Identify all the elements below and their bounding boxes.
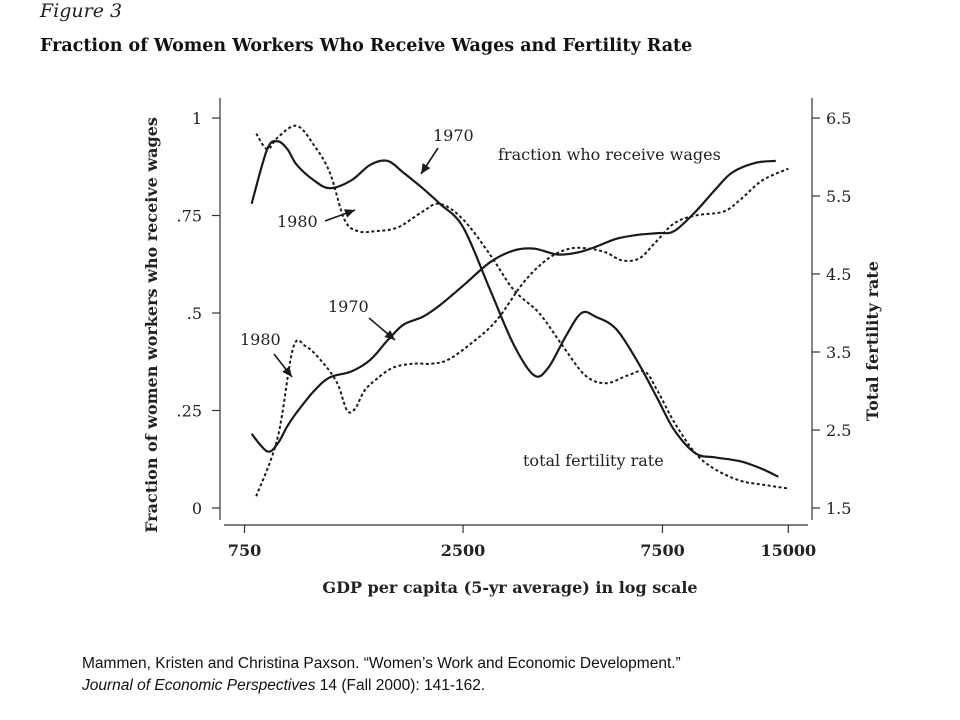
label-1970-upper: 1970: [433, 126, 474, 145]
figure-title: Fraction of Women Workers Who Receive Wa…: [40, 36, 693, 56]
left-tick-label: 0: [192, 499, 202, 518]
fraction-wages-label: fraction who receive wages: [498, 145, 721, 164]
fertility-rate-label: total fertility rate: [523, 451, 664, 470]
series-group: [250, 124, 789, 497]
y-left-axis-title: Fraction of women workers who receive wa…: [142, 117, 161, 533]
fertility-1970-solid-line: [250, 140, 779, 478]
right-tick-label: 3.5: [826, 343, 851, 362]
arrow-1970-lower-head: [384, 330, 395, 340]
y-right-axis-title: Total fertility rate: [863, 261, 882, 421]
citation: Mammen, Kristen and Christina Paxson. “W…: [82, 653, 681, 697]
fertility-1980-dotted-line: [255, 124, 789, 490]
chart: 1 .75 .5 .25 0 6.5 5.5 4.5 3.5 2.5 1.5 750 2500 7500 1…: [142, 98, 882, 597]
arrow-1980-lower-head: [282, 366, 292, 377]
right-tick-label: 2.5: [826, 421, 851, 440]
label-1980-upper: 1980: [277, 212, 318, 231]
label-1980-lower: 1980: [240, 330, 281, 349]
left-tick-label: .25: [177, 402, 202, 421]
x-tick-label: 2500: [441, 541, 486, 560]
wages-1970-solid-line: [250, 159, 776, 453]
x-axis-title: GDP per capita (5-yr average) in log sca…: [322, 578, 697, 597]
right-tick-label: 1.5: [826, 499, 851, 518]
citation-volume: 14 (Fall 2000): 141-162.: [315, 677, 486, 694]
annotations: fraction who receive wages total fertilit…: [240, 126, 721, 470]
citation-authors: Mammen, Kristen and Christina Paxson. “W…: [82, 655, 681, 672]
left-tick-label: .5: [187, 304, 202, 323]
right-tick-label: 5.5: [826, 187, 851, 206]
x-tick-label: 7500: [640, 541, 685, 560]
axes: 1 .75 .5 .25 0 6.5 5.5 4.5 3.5 2.5 1.5 750 2500 7500 1…: [142, 98, 882, 597]
citation-journal: Journal of Economic Perspectives: [82, 677, 316, 694]
arrow-1980-upper-head: [344, 209, 355, 218]
x-tick-label: 15000: [760, 541, 816, 560]
left-tick-label: .75: [177, 207, 202, 226]
arrow-1970-upper-head: [421, 163, 431, 174]
right-tick-label: 6.5: [826, 109, 851, 128]
label-1970-lower: 1970: [328, 297, 369, 316]
wages-1980-dotted-line: [255, 167, 789, 497]
citation-source: Journal of Economic Perspectives 14 (Fal…: [82, 675, 681, 697]
right-tick-label: 4.5: [826, 265, 851, 284]
figure-label: Figure 3: [40, 0, 123, 22]
x-tick-label: 750: [228, 541, 261, 560]
left-tick-label: 1: [192, 109, 202, 128]
